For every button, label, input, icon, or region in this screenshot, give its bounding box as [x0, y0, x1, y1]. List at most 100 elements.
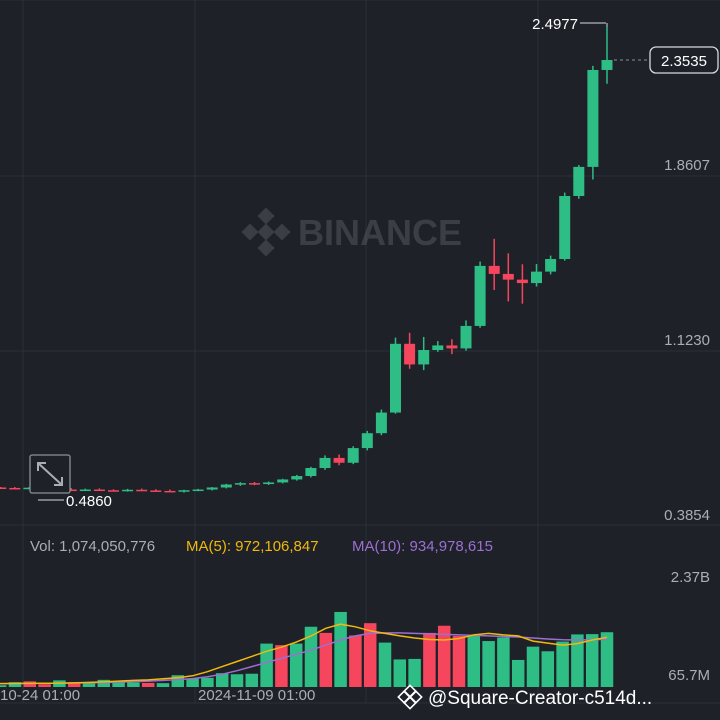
candle-body	[587, 69, 599, 167]
candle-body	[206, 487, 218, 490]
volume-bars	[0, 611, 614, 687]
candle-body	[432, 345, 444, 350]
candle-body	[192, 489, 204, 492]
candle-body	[390, 343, 401, 413]
volume-bar	[393, 659, 407, 687]
volume-bar	[423, 632, 436, 687]
candle-body	[220, 484, 232, 488]
volume-bar	[8, 682, 22, 687]
volume-bar	[215, 673, 229, 687]
volume-bar	[497, 637, 510, 687]
candle-body	[23, 487, 35, 490]
grid-lines	[0, 0, 720, 704]
volume-value-label: Vol: 1,074,050,776	[30, 538, 155, 555]
candle-body	[404, 343, 416, 365]
volume-bar	[511, 659, 525, 687]
candle-body	[333, 457, 345, 463]
volume-bar	[482, 641, 495, 687]
candle-body	[545, 259, 557, 272]
volume-bar	[38, 684, 51, 687]
candlesticks	[0, 23, 613, 493]
high-price-label: 2.4977	[532, 16, 578, 33]
volume-bar	[437, 625, 451, 687]
candle-body	[361, 433, 373, 449]
y-tick-label: 1.1230	[664, 332, 710, 349]
candle-body	[0, 487, 7, 489]
volume-bar	[67, 682, 81, 687]
volume-bar	[304, 626, 318, 687]
volume-bar	[230, 674, 244, 687]
volume-bar	[452, 635, 466, 687]
candle-body	[263, 482, 275, 485]
price-axis: 1.8607 1.1230 0.3854	[664, 157, 710, 524]
creator-credit-text: @Square-Creator-c514d...	[428, 688, 652, 709]
volume-bar	[156, 683, 170, 687]
volume-bar	[260, 643, 273, 687]
volume-bar	[319, 632, 333, 687]
y-tick-label: 0.3854	[664, 507, 710, 524]
volume-bar	[82, 682, 96, 687]
volume-bar	[556, 641, 569, 687]
candle-body	[516, 279, 528, 284]
volume-bar	[585, 634, 599, 687]
candle-body	[277, 479, 289, 483]
volume-bar	[349, 635, 362, 687]
candle-body	[474, 265, 486, 326]
ma10-label: MA(10): 934,978,615	[352, 538, 493, 555]
candle-body	[319, 457, 331, 469]
candle-body	[531, 271, 542, 284]
x-tick-label: 10-24 01:00	[0, 687, 80, 704]
moving-average-lines	[0, 623, 608, 685]
candle-body	[305, 468, 317, 477]
candle-body	[418, 349, 430, 365]
candle-body	[136, 489, 148, 492]
candle-body	[488, 265, 500, 274]
x-tick-label: 2024-11-09 01:00	[198, 687, 315, 704]
volume-bar	[23, 681, 37, 687]
volume-bar	[363, 623, 377, 687]
volume-bar	[467, 634, 481, 687]
expand-button[interactable]	[29, 454, 71, 494]
volume-bar	[571, 634, 584, 687]
volume-bar	[141, 682, 155, 687]
candle-body	[460, 325, 472, 349]
ma5-line	[0, 623, 608, 685]
binance-square-icon	[397, 684, 423, 710]
candle-body	[93, 489, 105, 492]
candle-body	[178, 490, 190, 492]
volume-bar	[127, 682, 140, 687]
candle-body	[122, 489, 134, 492]
candle-body	[347, 448, 359, 463]
candle-body	[573, 166, 585, 197]
volume-bar	[0, 685, 7, 687]
volume-bar	[171, 675, 185, 687]
candle-body	[65, 489, 77, 492]
volume-legend: Vol: 1,074,050,776 MA(5): 972,106,847 MA…	[30, 538, 493, 555]
volume-bar	[245, 673, 259, 687]
candle-body	[291, 476, 303, 480]
candle-body	[9, 487, 21, 490]
ma5-label: MA(5): 972,106,847	[186, 538, 319, 555]
volume-bar	[289, 643, 303, 687]
candle-body	[601, 60, 613, 70]
candle-body	[249, 483, 260, 485]
current-price-label: 2.3535	[661, 53, 707, 70]
volume-axis-max-label: 2.37B	[671, 569, 710, 586]
volume-bar	[408, 658, 421, 687]
volume-bar	[541, 651, 555, 687]
candle-body	[446, 345, 458, 349]
volume-bar	[526, 646, 540, 687]
volume-bar	[97, 679, 111, 687]
candle-body	[164, 490, 176, 493]
y-tick-label: 1.8607	[664, 157, 710, 174]
candle-body	[234, 483, 246, 485]
volume-axis-min-label: 65.7M	[668, 667, 710, 684]
candle-body	[375, 412, 387, 434]
volume-bar	[378, 642, 392, 687]
volume-bar	[186, 678, 199, 687]
volume-bar	[112, 682, 125, 687]
expand-icon	[37, 462, 63, 486]
low-price-label: 0.4860	[66, 493, 112, 510]
